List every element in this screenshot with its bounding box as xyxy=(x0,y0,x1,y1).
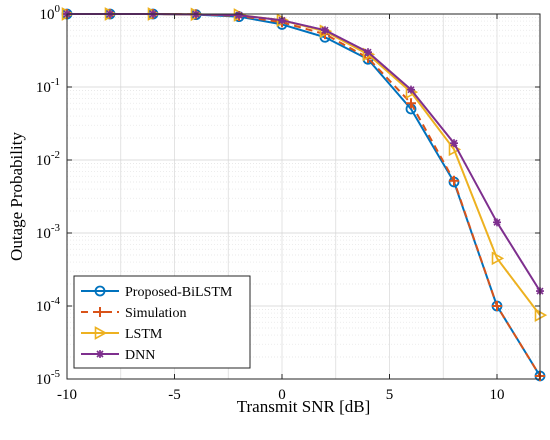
data-point xyxy=(492,301,502,311)
legend-entry: LSTM xyxy=(81,326,163,342)
legend: Proposed-BiLSTM Simulation LSTM DNN xyxy=(73,275,251,369)
y-tick-label: 100 xyxy=(40,3,61,23)
data-point-arms xyxy=(450,139,458,148)
data-point xyxy=(95,307,105,317)
x-tick-label: 10 xyxy=(490,387,505,403)
data-point xyxy=(406,98,416,109)
data-point-arms xyxy=(364,48,372,57)
data-point xyxy=(94,285,106,297)
data-point-arms xyxy=(96,350,104,358)
data-point-arms xyxy=(278,16,286,25)
legend-label: LSTM xyxy=(125,327,163,342)
y-tick-label: 10-3 xyxy=(36,222,61,242)
x-axis-title: Transmit SNR [dB] xyxy=(237,397,371,416)
data-point-arms xyxy=(321,26,329,35)
x-tick-label: -5 xyxy=(168,387,181,403)
y-tick-label: 10-1 xyxy=(36,76,60,96)
y-tick-label: 10-5 xyxy=(36,368,61,388)
legend-label: Simulation xyxy=(125,306,186,321)
legend-entry: Proposed-BiLSTM xyxy=(81,285,233,300)
y-tick-label: 10-4 xyxy=(36,295,61,315)
y-tick-label: 10-2 xyxy=(36,149,60,169)
data-point xyxy=(491,251,505,266)
data-point-arms xyxy=(407,85,415,94)
legend-label: DNN xyxy=(125,348,155,363)
legend-label: Proposed-BiLSTM xyxy=(125,285,233,300)
data-point-arms xyxy=(493,218,501,227)
y-axis-title: Outage Probability xyxy=(7,132,26,261)
x-tick-label: 0 xyxy=(278,387,286,403)
data-point xyxy=(94,326,108,340)
plot-frame xyxy=(66,13,541,380)
ticks: -10 -5 0 5 10 100 10-1 10-2 10-3 10-4 10-5 xyxy=(36,3,540,403)
data-point xyxy=(449,175,459,186)
data-point-arms xyxy=(235,11,243,20)
x-tick-label: 5 xyxy=(386,387,394,403)
legend-entry: DNN xyxy=(81,348,155,363)
x-tick-label: -10 xyxy=(57,387,77,403)
legend-entry: Simulation xyxy=(81,306,186,321)
